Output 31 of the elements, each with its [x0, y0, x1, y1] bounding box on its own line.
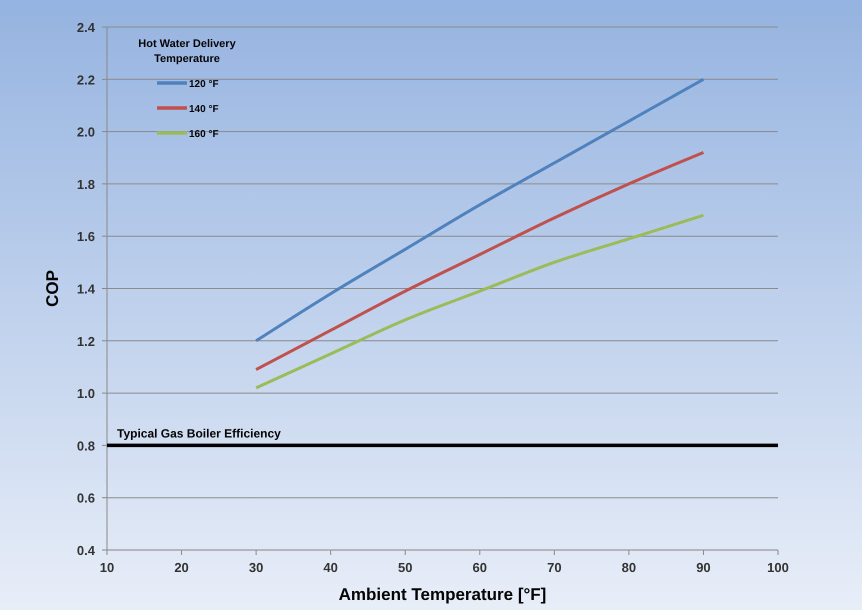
x-axis-title: Ambient Temperature [°F]	[338, 585, 546, 604]
y-axis-title: COP	[43, 270, 62, 307]
legend-title: Hot Water Delivery Temperature	[138, 38, 237, 65]
y-tick-label: 0.6	[76, 490, 95, 506]
x-tick-label: 60	[472, 560, 488, 575]
x-tick-label: 40	[323, 560, 338, 575]
y-tick-label: 1.0	[76, 386, 95, 402]
x-tick-label: 100	[767, 560, 789, 575]
x-tick-label: 80	[622, 560, 636, 575]
line-series	[254, 78, 705, 342]
x-tick-label: 20	[174, 560, 189, 575]
legend-label: 140 °F	[189, 104, 219, 115]
y-tick-label: 1.2	[76, 334, 95, 349]
ref-line-label: Typical Gas Boiler Efficiency	[117, 426, 282, 440]
legend-label: 160 °F	[189, 129, 219, 140]
y-tick-label: 1.8	[76, 176, 95, 192]
y-tick-label: 1.4	[76, 282, 96, 296]
y-tick-label: 1.6	[76, 229, 95, 244]
x-tick-label: 50	[398, 560, 412, 575]
y-tick-label: 0.4	[76, 543, 96, 558]
x-tick-label: 90	[696, 560, 711, 575]
legend-label: 120 °F	[189, 79, 219, 90]
line-series	[254, 151, 705, 372]
x-tick-label: 30	[248, 560, 264, 575]
y-tick-label: 2.4	[76, 20, 96, 35]
x-tick-label: 70	[547, 560, 562, 575]
y-tick-label: 2.2	[76, 72, 95, 88]
y-tick-label: 2.0	[76, 124, 95, 140]
x-tick-label: 10	[100, 560, 114, 575]
y-tick-label: 0.8	[76, 438, 95, 454]
line-series	[254, 214, 705, 390]
